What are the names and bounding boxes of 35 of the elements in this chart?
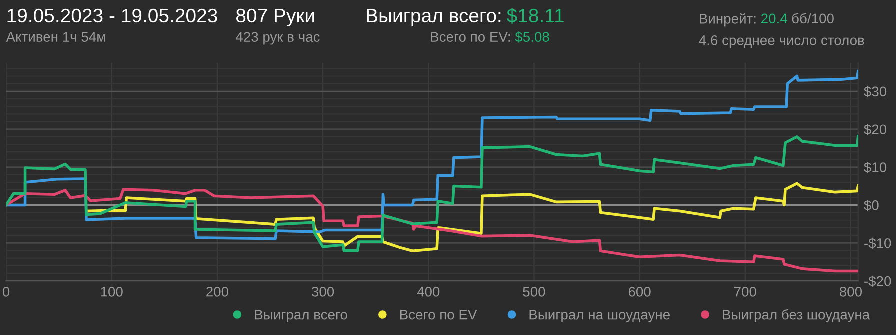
- x-tick-label: 300: [312, 286, 334, 297]
- y-tick-label: -$10: [864, 238, 892, 250]
- text: $5.08: [515, 32, 550, 43]
- chart-subtitle: Активен 1ч 54м: [6, 32, 106, 42]
- x-tick-label: 400: [417, 286, 440, 297]
- legend-label: Выиграл без шоудауна: [723, 309, 870, 322]
- text: 4.6 среднее число столов: [699, 36, 864, 48]
- y-tick-label: -$20: [864, 276, 892, 288]
- legend-label: Выиграл на шоудауне: [530, 310, 670, 322]
- y-tick-label: $10: [864, 162, 887, 174]
- x-tick-label: 200: [206, 286, 228, 297]
- y-tick-label: $20: [864, 124, 887, 136]
- legend-label: Выиграл всего: [255, 310, 348, 322]
- text: бб/100: [792, 13, 834, 24]
- chart-title: 19.05.2023 - 19.05.2023: [8, 8, 218, 23]
- line-series: [85, 182, 858, 252]
- y-tick-label: $0: [864, 200, 879, 212]
- text: Выиграл всего:: [367, 9, 501, 26]
- x-tick-label: 500: [523, 286, 546, 297]
- y-tick-label: $30: [864, 86, 887, 98]
- legend-label: Всего по EV: [400, 310, 478, 320]
- text: 423 рук в час: [236, 32, 320, 45]
- line-series: [6, 135, 858, 252]
- text: Всего по EV:: [431, 32, 510, 42]
- x-tick-label: 100: [101, 286, 123, 297]
- text: Винрейт:: [700, 13, 756, 27]
- x-tick-label: 800: [840, 286, 862, 297]
- x-tick-label: 0: [2, 286, 10, 297]
- x-tick-label: 700: [734, 286, 756, 297]
- line-series: [6, 70, 858, 240]
- text: 807 Руки: [236, 8, 314, 26]
- line-series: [6, 188, 858, 273]
- text: $18.11: [506, 8, 564, 24]
- x-tick-label: 600: [628, 286, 651, 297]
- text: 20.4: [762, 14, 788, 24]
